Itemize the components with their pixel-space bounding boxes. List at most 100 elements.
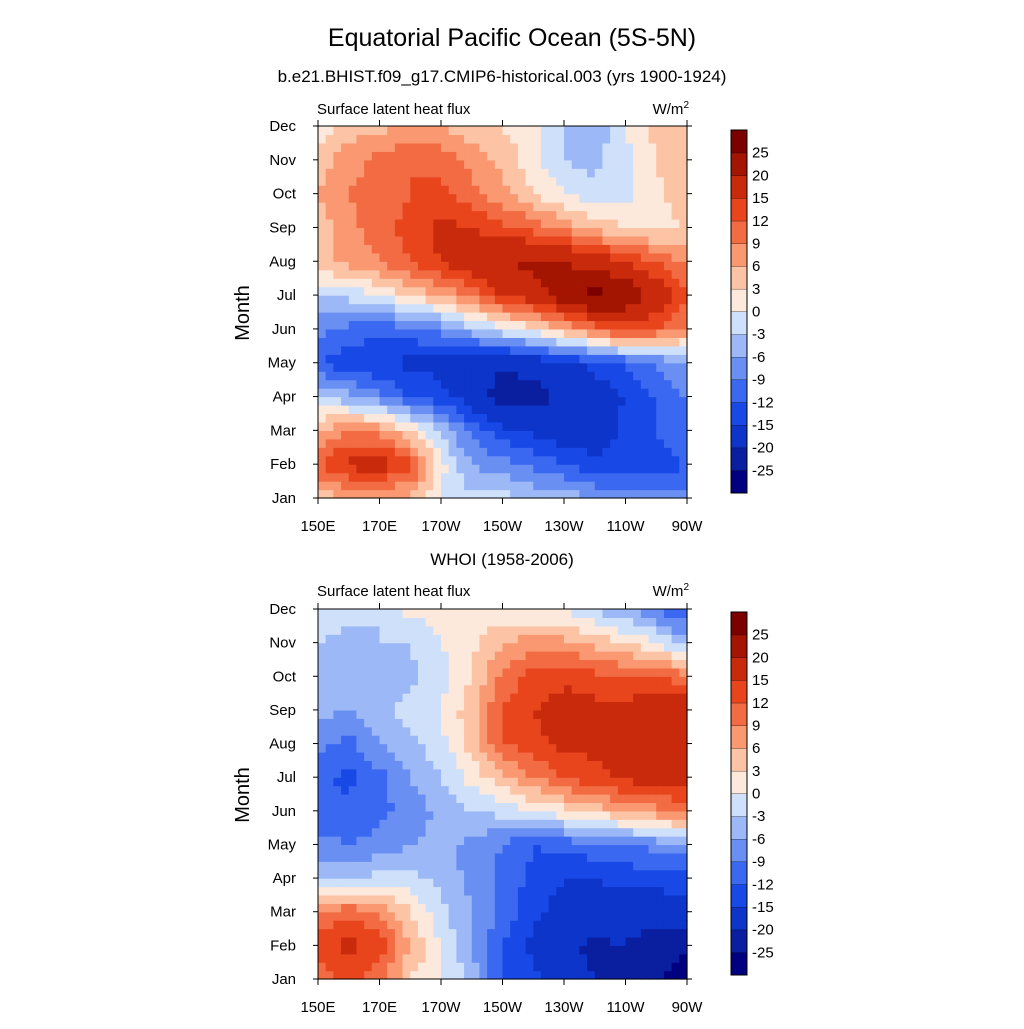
heatmap-cell — [356, 413, 365, 423]
heatmap-cell — [371, 219, 381, 229]
heatmap-cell — [333, 151, 342, 161]
heatmap-cell — [479, 676, 488, 686]
heatmap-cell — [594, 261, 604, 271]
heatmap-cell — [540, 202, 550, 212]
heatmap-cell — [325, 852, 334, 862]
heatmap-cell — [579, 413, 588, 423]
heatmap-cell — [587, 413, 596, 423]
heatmap-cell — [356, 861, 365, 871]
heatmap-cell — [640, 894, 650, 904]
heatmap-cell — [510, 802, 519, 812]
heatmap-cell — [433, 354, 442, 364]
heatmap-cell — [533, 320, 542, 330]
heatmap-cell — [318, 379, 327, 389]
heatmap-cell — [402, 303, 411, 313]
heatmap-cell — [471, 455, 481, 465]
heatmap-cell — [640, 684, 650, 694]
heatmap-cell — [433, 193, 442, 203]
heatmap-cell — [417, 794, 427, 804]
heatmap-cell — [394, 827, 404, 837]
heatmap-cell — [494, 802, 504, 812]
heatmap-cell — [448, 651, 457, 661]
heatmap-cell — [494, 252, 504, 262]
heatmap-cell — [394, 735, 404, 745]
heatmap-cell — [487, 617, 496, 627]
heatmap-cell — [571, 151, 580, 161]
heatmap-cell — [487, 928, 496, 938]
heatmap-cell — [364, 151, 373, 161]
heatmap-cell — [410, 286, 419, 296]
heatmap-cell — [533, 354, 542, 364]
heatmap-cell — [533, 936, 542, 946]
heatmap-cell — [540, 126, 550, 136]
heatmap-cell — [525, 286, 534, 296]
heatmap-cell — [341, 345, 350, 355]
heatmap-cell — [579, 718, 588, 728]
heatmap-cell — [671, 295, 680, 305]
heatmap-cell — [679, 911, 688, 921]
heatmap-cell — [333, 852, 342, 862]
heatmap-cell — [364, 405, 373, 415]
heatmap-cell — [633, 970, 642, 980]
heatmap-cell — [671, 159, 680, 169]
heatmap-cell — [487, 751, 496, 761]
heatmap-cell — [663, 278, 673, 288]
heatmap-cell — [633, 625, 642, 635]
heatmap-cell — [517, 962, 527, 972]
heatmap-cell — [417, 962, 427, 972]
heatmap-cell — [617, 709, 627, 719]
heatmap-cell — [663, 785, 673, 795]
heatmap-cell — [640, 836, 650, 846]
heatmap-cell — [648, 421, 657, 431]
heatmap-cell — [602, 886, 611, 896]
heatmap-cell — [441, 405, 450, 415]
heatmap-cell — [417, 878, 427, 888]
heatmap-cell — [471, 261, 481, 271]
heatmap-cell — [402, 651, 411, 661]
heatmap-cell — [356, 295, 365, 305]
heatmap-cell — [441, 413, 450, 423]
heatmap-cell — [517, 684, 527, 694]
heatmap-cell — [517, 142, 527, 152]
heatmap-cell — [525, 438, 534, 448]
y-tick-label: Dec — [269, 601, 296, 618]
heatmap-cell — [333, 894, 342, 904]
heatmap-cell — [364, 768, 373, 778]
heatmap-cell — [410, 693, 419, 703]
heatmap-cell — [564, 202, 573, 212]
heatmap-cell — [671, 625, 680, 635]
heatmap-cell — [602, 354, 611, 364]
heatmap-cell — [579, 362, 588, 372]
heatmap-cell — [594, 768, 604, 778]
heatmap-cell — [325, 371, 334, 381]
heatmap-cell — [587, 894, 596, 904]
heatmap-cell — [417, 151, 427, 161]
heatmap-cell — [625, 718, 634, 728]
heatmap-cell — [433, 844, 442, 854]
heatmap-cell — [387, 210, 396, 220]
heatmap-cell — [564, 405, 573, 415]
heatmap-cell — [379, 878, 388, 888]
heatmap-cell — [471, 920, 481, 930]
heatmap-cell — [387, 861, 396, 871]
heatmap-cell — [494, 354, 504, 364]
heatmap-cell — [564, 447, 573, 457]
heatmap-cell — [633, 176, 642, 186]
heatmap-cell — [379, 405, 388, 415]
heatmap-cell — [425, 852, 434, 862]
heatmap-cell — [510, 244, 519, 254]
heatmap-cell — [341, 320, 350, 330]
heatmap-cell — [525, 464, 534, 474]
heatmap-cell — [387, 751, 396, 761]
heatmap-cell — [510, 202, 519, 212]
heatmap-cell — [540, 878, 550, 888]
heatmap-cell — [487, 354, 496, 364]
heatmap-cell — [356, 176, 365, 186]
heatmap-cell — [341, 235, 350, 245]
heatmap-cell — [510, 438, 519, 448]
heatmap-cell — [594, 455, 604, 465]
heatmap-cell — [325, 718, 334, 728]
heatmap-cell — [548, 751, 557, 761]
heatmap-cell — [441, 743, 450, 753]
heatmap-cell — [587, 651, 596, 661]
